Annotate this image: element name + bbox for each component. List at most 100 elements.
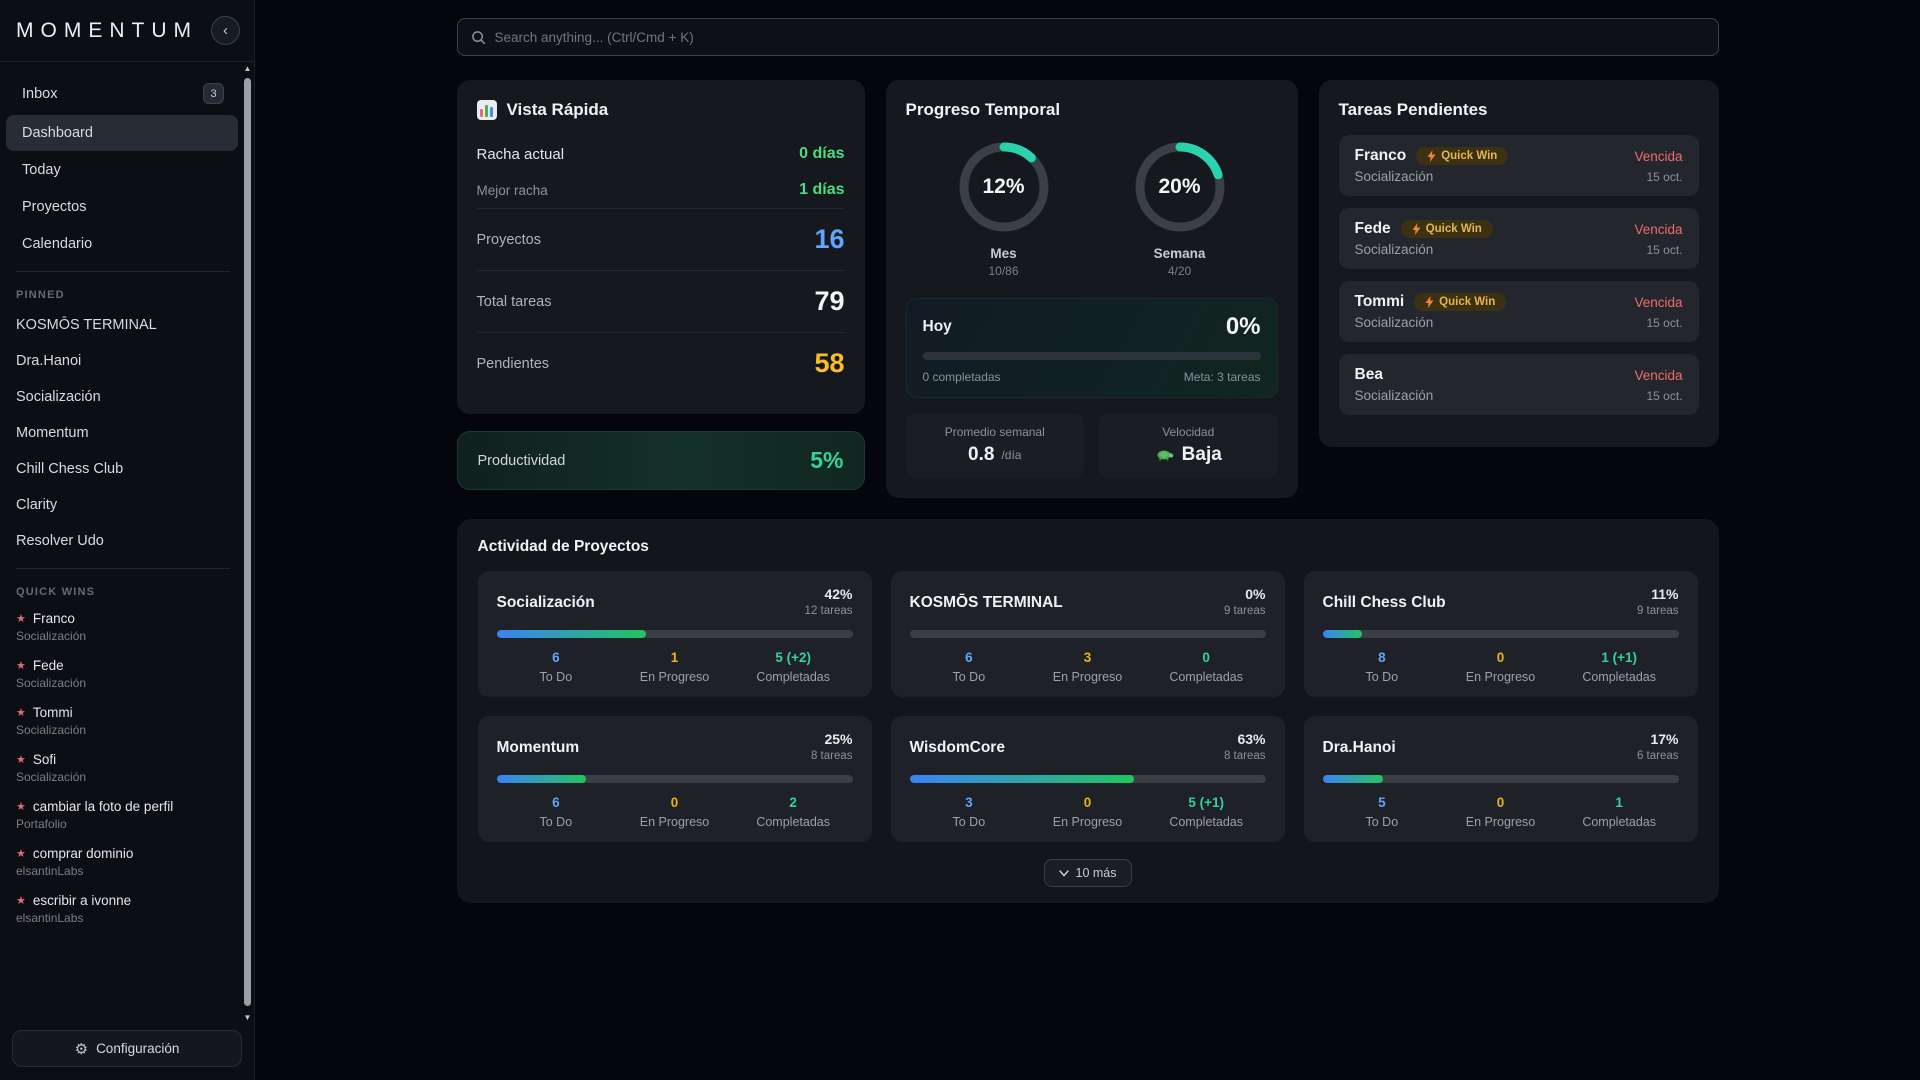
- project-task-count: 9 tareas: [1636, 605, 1679, 617]
- project-card[interactable]: Chill Chess Club 11% 9 tareas 8 To Do 0 En…: [1303, 571, 1698, 697]
- star-icon: ★: [16, 660, 26, 672]
- in-progress-count: 3: [1083, 650, 1092, 665]
- project-card[interactable]: Momentum 25% 8 tareas 6 To Do 0 En Progres…: [477, 716, 872, 842]
- sidebar-item-inbox[interactable]: Inbox 3: [6, 73, 238, 114]
- pending-label: Pendientes: [476, 355, 550, 372]
- week-percent: 20%: [1158, 175, 1201, 198]
- completed-count: 1: [1615, 795, 1623, 810]
- quick-win-item[interactable]: ★ comprar dominio elsantinLabs: [0, 839, 246, 886]
- quick-win-item[interactable]: ★ Franco Socialización: [0, 604, 246, 651]
- project-card[interactable]: WisdomCore 63% 8 tareas 3 To Do 0 En Progr…: [890, 716, 1285, 842]
- task-status: Vencida: [1634, 294, 1683, 310]
- scrollbar-down-arrow-icon[interactable]: ▼: [243, 1013, 252, 1022]
- quick-win-badge: Quick Win: [1416, 147, 1509, 165]
- todo-count: 6: [965, 650, 973, 665]
- pinned-item[interactable]: Clarity: [16, 497, 58, 513]
- total-tasks-count: 79: [814, 286, 845, 316]
- sidebar-header: MOMENTUM ‹: [0, 0, 254, 62]
- nav-label: Calendario: [22, 236, 93, 252]
- task-row[interactable]: Bea Vencida Socialización 15 oct.: [1338, 354, 1699, 415]
- month-label: Mes: [990, 246, 1017, 261]
- sidebar-item-proyectos[interactable]: Proyectos: [6, 189, 238, 225]
- today-goal: Meta: 3 tareas: [1183, 370, 1261, 384]
- in-progress-label: En Progreso: [1052, 670, 1123, 684]
- nav-label: Today: [22, 162, 61, 178]
- quick-win-item[interactable]: ★ Fede Socialización: [0, 651, 246, 698]
- settings-button[interactable]: ⚙ Configuración: [12, 1030, 242, 1067]
- star-icon: ★: [16, 613, 26, 625]
- task-row[interactable]: Franco Quick Win Vencida Socialización 1…: [1338, 135, 1699, 196]
- sidebar-item-today[interactable]: Today: [6, 152, 238, 188]
- sidebar-item-calendario[interactable]: Calendario: [6, 226, 238, 262]
- task-project: Socialización: [1354, 315, 1434, 330]
- todo-label: To Do: [1365, 815, 1399, 829]
- completed-count: 5 (+1): [1188, 795, 1224, 810]
- quick-view-title: Vista Rápida: [506, 100, 609, 119]
- in-progress-count: 0: [1496, 650, 1505, 665]
- task-name: Fede: [1354, 220, 1391, 237]
- in-progress-count: 0: [1083, 795, 1092, 810]
- divider: [16, 568, 230, 569]
- bar-chart-icon: [476, 100, 497, 120]
- quick-win-project: Socialización: [16, 723, 87, 737]
- divider: [476, 208, 845, 209]
- search-icon: [471, 30, 486, 45]
- nav-label: Proyectos: [22, 199, 87, 215]
- search-input[interactable]: [494, 29, 1705, 45]
- project-card[interactable]: KOSMŌS TERMINAL 0% 9 tareas 6 To Do 3 En P…: [890, 571, 1285, 697]
- pinned-item[interactable]: Chill Chess Club: [16, 461, 124, 477]
- scrollbar-thumb[interactable]: [244, 78, 251, 1006]
- completed-label: Completadas: [756, 670, 830, 684]
- today-percent: 0%: [1225, 313, 1261, 340]
- todo-label: To Do: [1365, 670, 1399, 684]
- chevron-down-icon: [1058, 869, 1069, 877]
- quick-win-item[interactable]: ★ escribir a ivonne elsantinLabs: [0, 886, 246, 933]
- in-progress-label: En Progreso: [639, 670, 710, 684]
- streak-label: Racha actual: [476, 145, 565, 163]
- productivity-label: Productividad: [477, 452, 566, 469]
- quick-win-item[interactable]: ★ Sofi Socialización: [0, 745, 246, 792]
- show-more-projects-button[interactable]: 10 más: [1043, 859, 1132, 887]
- quick-win-title: Franco: [32, 611, 75, 626]
- project-progress-fill: [1322, 630, 1362, 638]
- sidebar-footer: ⚙ Configuración: [0, 1019, 254, 1080]
- quick-win-item[interactable]: ★ cambiar la foto de perfil Portafolio: [0, 792, 246, 839]
- completed-count: 5 (+2): [775, 650, 811, 665]
- project-name: Socialización: [496, 594, 595, 611]
- pinned-item[interactable]: Momentum: [16, 425, 89, 441]
- completed-count: 1 (+1): [1601, 650, 1637, 665]
- project-activity-title: Actividad de Proyectos: [477, 538, 649, 555]
- project-percent: 25%: [824, 731, 853, 747]
- global-search-bar[interactable]: [456, 18, 1719, 56]
- project-progress-bar: [909, 775, 1266, 783]
- temporal-title: Progreso Temporal: [905, 100, 1061, 119]
- project-task-count: 12 tareas: [804, 605, 853, 617]
- in-progress-count: 0: [670, 795, 679, 810]
- pinned-section-label: PINNED: [16, 289, 65, 301]
- project-card[interactable]: Socialización 42% 12 tareas 6 To Do 1 En P…: [477, 571, 872, 697]
- sidebar-scrollbar[interactable]: ▲ ▼: [242, 64, 253, 1022]
- project-name: WisdomCore: [909, 739, 1005, 756]
- completed-label: Completadas: [756, 815, 830, 829]
- task-row[interactable]: Tommi Quick Win Vencida Socialización 15…: [1338, 281, 1699, 342]
- task-row[interactable]: Fede Quick Win Vencida Socialización 15 …: [1338, 208, 1699, 269]
- month-donut: 12% Mes 10/86: [955, 138, 1053, 278]
- sidebar-item-dashboard[interactable]: Dashboard: [6, 115, 238, 151]
- quick-win-item[interactable]: ★ Tommi Socialización: [0, 698, 246, 745]
- sidebar-collapse-button[interactable]: ‹: [211, 16, 240, 45]
- pinned-item[interactable]: Socialización: [16, 389, 101, 405]
- velocity-value: Baja: [1181, 444, 1222, 465]
- completed-label: Completadas: [1169, 815, 1243, 829]
- in-progress-label: En Progreso: [1465, 670, 1536, 684]
- scrollbar-up-arrow-icon[interactable]: ▲: [243, 64, 252, 73]
- best-streak-label: Mejor racha: [476, 182, 548, 198]
- task-name: Franco: [1354, 147, 1407, 164]
- pinned-item[interactable]: Dra.Hanoi: [16, 353, 82, 369]
- week-label: Semana: [1153, 246, 1206, 261]
- weekly-average-value: 0.8: [968, 444, 995, 465]
- todo-count: 5: [1378, 795, 1386, 810]
- todo-count: 6: [552, 650, 560, 665]
- pinned-item[interactable]: Resolver Udo: [16, 533, 104, 549]
- project-card[interactable]: Dra.Hanoi 17% 6 tareas 5 To Do 0 En Progre…: [1303, 716, 1698, 842]
- pinned-item[interactable]: KOSMŌS TERMINAL: [16, 317, 157, 333]
